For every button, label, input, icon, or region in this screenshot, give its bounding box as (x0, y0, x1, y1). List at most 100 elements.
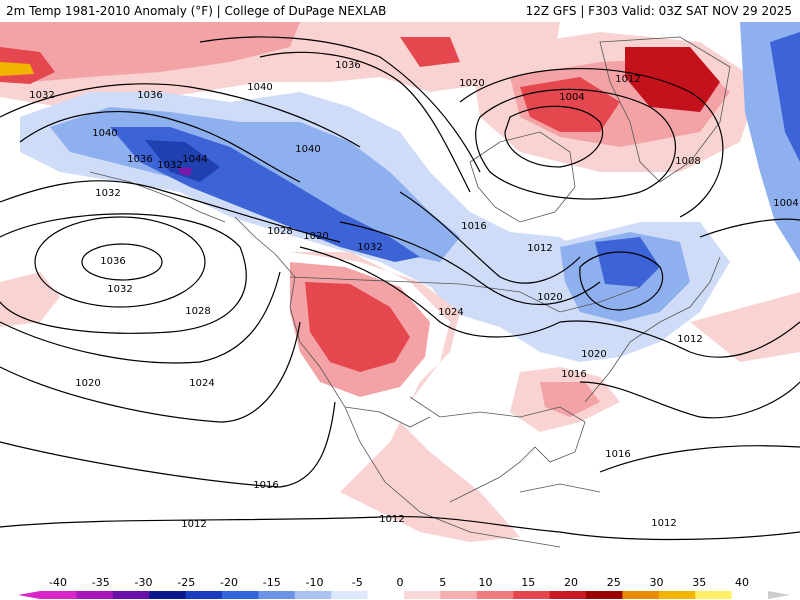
isobar-label: 1032 (95, 188, 120, 199)
colorbar-tick-label: 5 (439, 576, 446, 589)
cold-anomaly-east-edge-deep (770, 32, 800, 162)
isobar-arctic-1032 (199, 36, 481, 173)
isobar-high-center (81, 243, 163, 281)
isobar-arctic-1036 (259, 51, 471, 193)
colorbar-segment (331, 591, 369, 599)
colorbar-segment (367, 591, 405, 599)
colorbar-segment (440, 591, 478, 599)
isobar-northeast-low-1016 (579, 251, 664, 311)
cuba (519, 483, 601, 493)
isobar-label: 1032 (157, 160, 182, 171)
isobar-label: 1040 (295, 144, 320, 155)
isobar-label: 1040 (92, 128, 117, 139)
isobar-alaska-1040 (19, 110, 301, 183)
colorbar-tick-label: -35 (92, 576, 110, 589)
isobar-label: 1012 (651, 518, 676, 529)
isobar-greenland-low-1012 (459, 68, 724, 218)
colorbar-tick-label: 15 (521, 576, 535, 589)
colorbar-segment (476, 591, 514, 599)
isobar-label: 1016 (605, 449, 630, 460)
colorbar-segment (549, 591, 587, 599)
colorbar-tick-label: 25 (607, 576, 621, 589)
isobar-label: 1012 (677, 334, 702, 345)
isobar-label: 1036 (335, 60, 360, 71)
isobar-label: 1044 (182, 154, 207, 165)
isobar-atlantic-1004 (699, 218, 800, 238)
colorbar-segment (404, 591, 441, 599)
isobar-alaska-1036 (0, 83, 361, 148)
isobar-label: 1020 (303, 231, 328, 242)
alaska-coastline (89, 171, 226, 223)
colorbar-tick-label: -20 (220, 576, 238, 589)
isobar-label: 1012 (615, 74, 640, 85)
isobar-greenland-low-1008 (475, 88, 677, 200)
warm-anomaly-arctic-mid (0, 22, 300, 82)
isobar-plains-1024 (299, 246, 561, 338)
isobar-label: 1012 (379, 514, 404, 525)
colorbar-segment (76, 591, 114, 599)
colorbar-segment (622, 591, 660, 599)
isobar-label: 1008 (675, 156, 700, 167)
colorbar-segment (258, 591, 296, 599)
isobar-1012-pacific (0, 515, 561, 533)
isobar-label: 1036 (100, 256, 125, 267)
isobar-1028-pacific (0, 213, 247, 334)
colorbar-right-cap (768, 591, 790, 599)
colorbar-segment (731, 591, 769, 599)
isobar-label: 1024 (438, 307, 463, 318)
colorbar-segment (513, 591, 551, 599)
us-mexico-border (344, 406, 431, 428)
isobar-label: 1016 (253, 480, 278, 491)
colorbar-tick-label: -15 (263, 576, 281, 589)
isobar-atlantic-1016 (599, 445, 800, 473)
cold-anomaly-northeast-deep (595, 237, 660, 287)
colorbar-segment (294, 591, 332, 599)
isobar-label: 1012 (527, 243, 552, 254)
warm-anomaly-hot-spot (0, 62, 34, 76)
colorbar-tick-label: 40 (735, 576, 749, 589)
anomaly-map: 1036 1040 1032 1036 1040 1036 1032 1044 … (0, 22, 800, 575)
cold-anomaly-peak (178, 167, 192, 176)
isobar-label: 1024 (189, 378, 214, 389)
east-coastline (584, 256, 721, 403)
header-bar: 2m Temp 1981-2010 Anomaly (°F) | College… (0, 0, 800, 22)
west-coastline (234, 216, 561, 548)
colorbar-tick-label: -5 (352, 576, 363, 589)
isobar-alaska-1032 (0, 180, 341, 243)
colorbar-segment (40, 591, 77, 599)
isobar-label: 1016 (461, 221, 486, 232)
isobar-label: 1040 (247, 82, 272, 93)
isobar-1032-ring (34, 216, 206, 308)
colorbar-tick-label: 20 (564, 576, 578, 589)
isobar-label: 1016 (561, 369, 586, 380)
isobar-plains-1016 (399, 191, 581, 284)
cold-anomaly-band-extreme (145, 140, 220, 182)
colorbar-tick-label: 0 (397, 576, 404, 589)
colorbar: -40 -35 -30 -25 -20 -15 -10 -5 0 5 10 15 20 25 30 35 40 (18, 576, 790, 599)
isobar-label: 1032 (357, 242, 382, 253)
isobar-atlantic-1012 (559, 531, 800, 541)
colorbar-segment (222, 591, 259, 599)
warm-anomaly-pacific-east (690, 292, 800, 362)
hudson-bay (469, 131, 576, 223)
isobar-label: 1004 (773, 198, 798, 209)
isobar-east-1012 (559, 320, 800, 358)
colorbar-tick-label: -30 (135, 576, 153, 589)
colorbar-segment (112, 591, 150, 599)
colorbar-tick-label: -40 (49, 576, 67, 589)
isobar-label: 1020 (537, 292, 562, 303)
isobar-labels: 1036 1040 1032 1036 1040 1036 1032 1044 … (29, 60, 798, 530)
model-run-info: 12Z GFS | F303 Valid: 03Z SAT NOV 29 202… (525, 4, 792, 18)
warm-anomaly-west-deep (305, 282, 410, 372)
colorbar-left-cap (18, 591, 40, 599)
colorbar-tick-label: 10 (479, 576, 493, 589)
us-canada-border (289, 276, 641, 313)
isobar-label: 1004 (559, 92, 584, 103)
map-title: 2m Temp 1981-2010 Anomaly (°F) | College… (6, 4, 387, 18)
colorbar-segment (185, 591, 223, 599)
greenland-outline (599, 36, 731, 183)
isobar-label: 1020 (581, 349, 606, 360)
isobar-label: 1028 (185, 306, 210, 317)
gulf-coastline (409, 396, 586, 503)
isobar-label: 1020 (75, 378, 100, 389)
